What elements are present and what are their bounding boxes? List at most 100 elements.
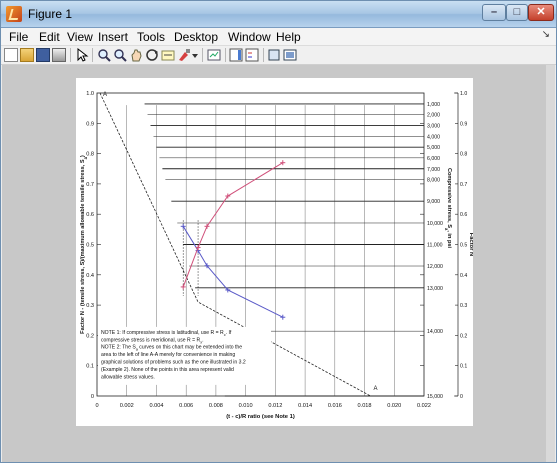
chart-figure: 0 0.002 0.004 0.006 0.008 0.010 0.012 0.014 0.01…: [76, 78, 474, 426]
note-line-part: NOTE 2: The S: [101, 345, 136, 351]
series-point-1: [280, 314, 286, 320]
x-tick-label: 0: [95, 403, 98, 409]
menu-view[interactable]: View: [67, 30, 93, 44]
menu-bar: File Edit View Insert Tools Desktop Wind…: [1, 28, 556, 46]
x-tick-label: 0.016: [328, 403, 342, 409]
stress-tick-label: 11,000: [427, 243, 443, 249]
data-cursor-icon[interactable]: [161, 48, 175, 62]
menu-window[interactable]: Window: [228, 30, 271, 44]
menu-desktop[interactable]: Desktop: [174, 30, 219, 44]
note-line-part: . If: [226, 330, 232, 336]
rotate-3d-icon[interactable]: [145, 48, 159, 62]
chart-svg: 0 0.002 0.004 0.006 0.008 0.010 0.012 0.014 0.01…: [80, 91, 474, 420]
y-tick-label: 0.8: [86, 152, 94, 158]
open-file-icon[interactable]: [20, 48, 34, 62]
y-axis-label-compressive-part: a: [445, 228, 450, 231]
y-axis-label-left-part: a: [83, 156, 88, 159]
minimize-button[interactable]: –: [482, 4, 506, 21]
note-line: NOTE 1: If compressive stress is latitud…: [101, 330, 232, 337]
pointer-icon[interactable]: [75, 47, 89, 62]
factor-n-tick-label: 0.5: [460, 243, 467, 249]
stress-tick-label: 12,000: [427, 264, 443, 270]
brush-dropdown-icon[interactable]: [191, 48, 199, 62]
stress-tick-label: 8,000: [427, 178, 440, 184]
y-axis-label-compressive-part: Compressive stress, S: [446, 168, 452, 228]
series-point-1: [225, 287, 231, 293]
series-point-2: [225, 193, 231, 199]
x-tick-label: 0.020: [387, 403, 401, 409]
x-tick-label: 0.010: [239, 403, 253, 409]
stress-tick-label: 9,000: [427, 199, 440, 205]
x-tick-label: 0.006: [179, 403, 193, 409]
y-tick-label: 0.5: [86, 243, 94, 249]
note-line: area to the left of line A-A merely for …: [101, 352, 235, 358]
close-button[interactable]: ✕: [528, 4, 554, 21]
note-line-part: c: [224, 333, 226, 337]
series-point-2: [204, 223, 210, 229]
menu-help[interactable]: Help: [276, 30, 301, 44]
factor-n-tick-label: 1.0: [460, 91, 467, 97]
series-point-1: [180, 223, 186, 229]
save-icon[interactable]: [36, 48, 50, 62]
note-line-part: curves on this chart may be extended int…: [138, 345, 242, 351]
x-tick-label: 0.014: [298, 403, 312, 409]
stress-tick-label: 1,000: [427, 102, 440, 108]
vertical-scrollbar[interactable]: [546, 65, 555, 462]
note-line: NOTE 2: The Sa curves on this chart may …: [101, 345, 242, 352]
y-tick-label: 0.7: [86, 182, 94, 188]
series-point-2: [280, 160, 286, 166]
menu-edit[interactable]: Edit: [39, 30, 60, 44]
factor-n-tick-label: 0.7: [460, 182, 467, 188]
y-tick-label: 0.9: [86, 121, 94, 127]
brush-icon[interactable]: [177, 48, 191, 62]
stress-tick-label: 13,000: [427, 286, 443, 292]
boundary-line-a: [99, 92, 371, 397]
stress-tick-label: 15,000: [427, 394, 443, 400]
y-axis-label-compressive: Compressive stress, Sa, in psi: [445, 168, 453, 249]
stress-tick-label: 4,000: [427, 134, 440, 140]
stress-tick-label: 3,000: [427, 123, 440, 129]
stress-tick-label: 14,000: [427, 329, 443, 335]
series-point-1: [204, 263, 210, 269]
zoom-out-icon[interactable]: [113, 48, 127, 62]
zoom-in-icon[interactable]: [97, 48, 111, 62]
note-line-part: .: [202, 337, 203, 343]
maximize-button[interactable]: □: [506, 4, 528, 21]
show-plot-tools-icon[interactable]: [283, 48, 297, 62]
matlab-icon: [6, 6, 22, 22]
x-tick-label: 0.022: [417, 403, 431, 409]
hide-plot-tools-icon[interactable]: [267, 48, 281, 62]
boundary-label-bottom: A: [373, 386, 377, 392]
legend-icon[interactable]: [245, 48, 259, 62]
x-tick-label: 0.008: [209, 403, 223, 409]
note-line-part: NOTE 1: If compressive stress is latitud…: [101, 330, 224, 336]
y-axis-label-left-part: Factor N - (tensile stress, S)/(maximum …: [80, 159, 86, 334]
note-line: graphical solutions of problems such as …: [101, 359, 246, 365]
new-figure-icon[interactable]: [4, 48, 18, 62]
menu-file[interactable]: File: [9, 30, 29, 44]
y-tick-label: 0.6: [86, 212, 94, 218]
pan-icon[interactable]: [129, 48, 143, 62]
figure-canvas[interactable]: 0 0.002 0.004 0.006 0.008 0.010 0.012 0.014 0.01…: [2, 65, 555, 462]
y-tick-label: 0: [91, 394, 94, 400]
figure-toolbar: [1, 46, 556, 65]
link-icon[interactable]: [207, 48, 221, 62]
factor-n-tick-label: 0.4: [460, 273, 467, 279]
menu-insert[interactable]: Insert: [98, 30, 129, 44]
y-tick-label: 1.0: [86, 91, 94, 97]
factor-n-tick-label: 0: [460, 394, 463, 400]
menu-overflow-icon[interactable]: ↘: [541, 29, 550, 40]
boundary-label-top: A: [103, 92, 107, 98]
menu-tools[interactable]: Tools: [137, 30, 166, 44]
print-icon[interactable]: [52, 48, 66, 62]
stress-tick-label: 2,000: [427, 113, 440, 119]
colorbar-icon[interactable]: [229, 48, 243, 62]
note-line-part: allowable stress values.: [101, 374, 155, 380]
note-line-part: compressive stress is meridional, use R …: [101, 337, 201, 343]
note-line-part: graphical solutions of problems such as …: [101, 359, 246, 365]
factor-n-tick-label: 0.3: [460, 303, 467, 309]
factor-n-tick-label: 0.1: [460, 364, 467, 370]
title-bar[interactable]: Figure 1 – □ ✕: [1, 1, 556, 28]
y-axis-label-left: Factor N - (tensile stress, S)/(maximum …: [80, 155, 88, 334]
